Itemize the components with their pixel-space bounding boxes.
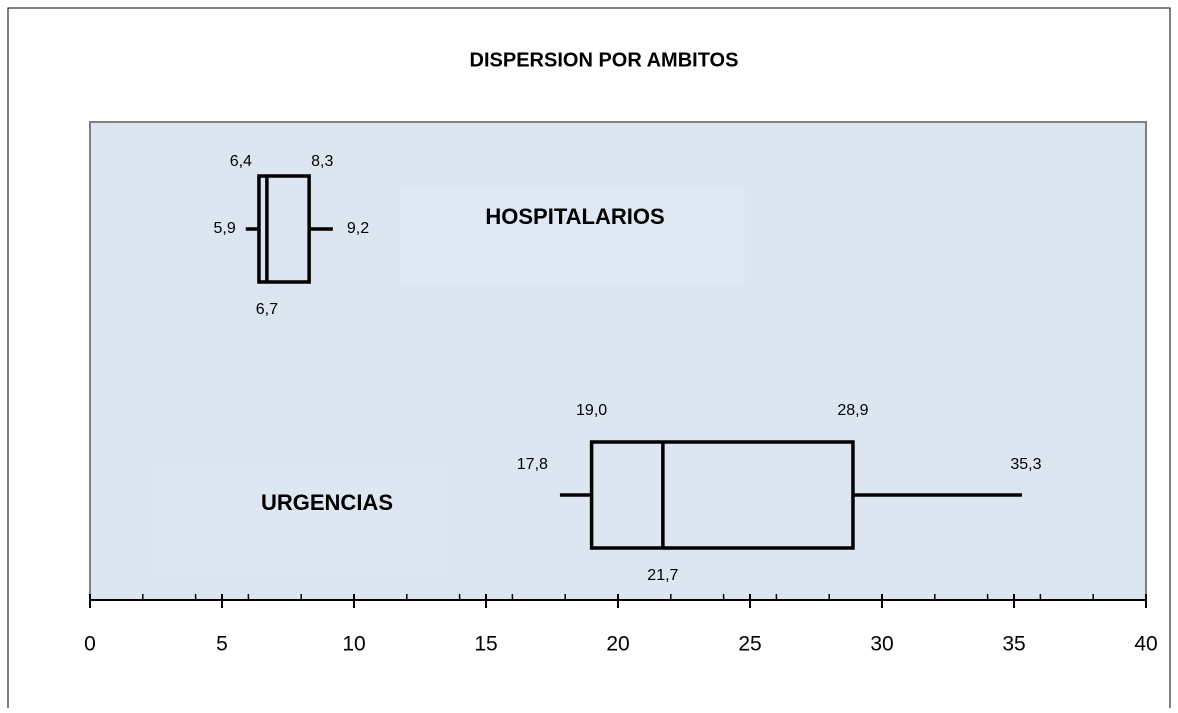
value-label: 8,3: [311, 153, 333, 170]
x-tick-label: 20: [606, 633, 629, 656]
x-tick-label: 35: [1002, 633, 1025, 656]
label-backdrop: [400, 190, 745, 285]
category-label: URGENCIAS: [261, 490, 393, 515]
value-label: 5,9: [214, 220, 236, 237]
box: [257, 174, 311, 284]
value-label: 17,8: [517, 456, 548, 473]
x-tick-label: 25: [738, 633, 761, 656]
x-tick-label: 10: [342, 633, 365, 656]
value-label: 6,4: [230, 153, 252, 170]
x-tick-label: 0: [84, 633, 96, 656]
x-tick-label: 30: [870, 633, 893, 656]
box: [589, 440, 855, 550]
frame: [7, 7, 1171, 708]
x-tick-label: 5: [216, 633, 228, 656]
x-tick-label: 15: [474, 633, 497, 656]
value-label: 19,0: [576, 402, 607, 419]
value-label: 9,2: [347, 220, 369, 237]
value-label: 21,7: [647, 567, 678, 584]
value-label: 28,9: [837, 402, 868, 419]
value-label: 35,3: [1010, 456, 1041, 473]
x-tick-label: 40: [1134, 633, 1157, 656]
category-label: HOSPITALARIOS: [485, 204, 664, 229]
value-label: 6,7: [256, 301, 278, 318]
label-backdrop: [150, 462, 450, 572]
chart-title: DISPERSION POR AMBITOS: [470, 49, 739, 71]
